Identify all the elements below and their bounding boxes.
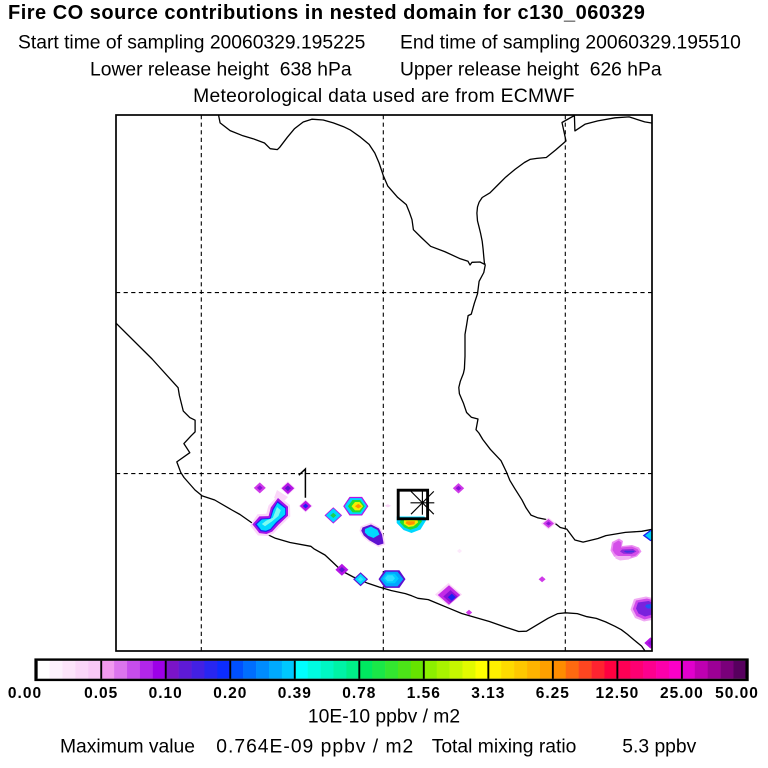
svg-text:0.20: 0.20 bbox=[213, 685, 247, 702]
svg-text:0.764E-09 ppbv / m2: 0.764E-09 ppbv / m2 bbox=[216, 737, 414, 758]
svg-text:Total mixing ratio: Total mixing ratio bbox=[432, 737, 577, 758]
svg-text:10E-10 ppbv / m2: 10E-10 ppbv / m2 bbox=[308, 707, 460, 728]
svg-text:0.00: 0.00 bbox=[8, 685, 42, 702]
svg-text:25.00: 25.00 bbox=[660, 685, 704, 702]
svg-text:0.39: 0.39 bbox=[278, 685, 312, 702]
svg-text:0.10: 0.10 bbox=[149, 685, 183, 702]
svg-text:50.00: 50.00 bbox=[715, 685, 759, 702]
svg-text:6.25: 6.25 bbox=[536, 685, 570, 702]
svg-text:Start time of sampling 2006032: Start time of sampling 20060329.195225 bbox=[18, 32, 365, 53]
svg-text:Lower release height 638 hPa: Lower release height 638 hPa bbox=[90, 59, 352, 80]
svg-text:0.78: 0.78 bbox=[342, 685, 376, 702]
svg-text:Meteorological data used are f: Meteorological data used are from ECMWF bbox=[193, 86, 575, 107]
svg-text:Fire CO source contributions i: Fire CO source contributions in nested d… bbox=[8, 2, 645, 24]
svg-text:Maximum value: Maximum value bbox=[60, 737, 195, 758]
svg-text:3.13: 3.13 bbox=[471, 685, 505, 702]
svg-text:0.05: 0.05 bbox=[84, 685, 118, 702]
svg-text:5.3 ppbv: 5.3 ppbv bbox=[622, 737, 696, 758]
svg-text:End time of sampling 20060329.: End time of sampling 20060329.195510 bbox=[400, 32, 741, 53]
svg-text:Upper release height 626 hPa: Upper release height 626 hPa bbox=[400, 59, 662, 80]
svg-text:12.50: 12.50 bbox=[596, 685, 640, 702]
svg-text:1.56: 1.56 bbox=[407, 685, 441, 702]
